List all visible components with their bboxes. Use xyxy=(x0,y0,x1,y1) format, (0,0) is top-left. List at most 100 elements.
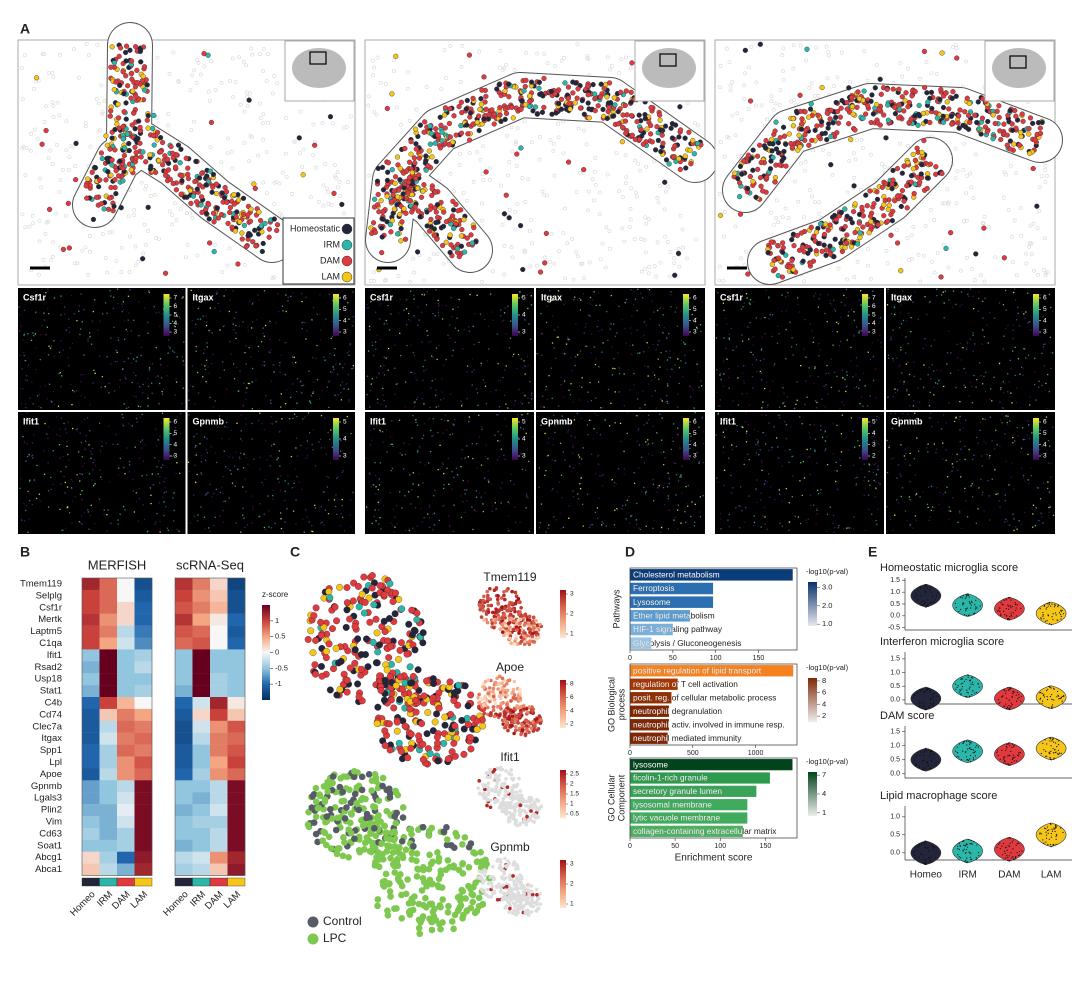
expression-speck xyxy=(19,487,21,490)
microglia-cell xyxy=(128,167,134,173)
expression-speck xyxy=(323,356,325,358)
expression-speck xyxy=(212,353,214,356)
microglia-cell xyxy=(274,227,280,234)
expression-speck xyxy=(252,321,254,323)
microglia-cell xyxy=(144,82,150,88)
expression-speck xyxy=(447,420,449,422)
expression-speck xyxy=(244,526,246,529)
microglia-cell xyxy=(121,145,128,151)
cell xyxy=(326,201,331,206)
microglia-cell xyxy=(878,91,884,97)
microglia-cell xyxy=(745,152,752,158)
expression-speck xyxy=(268,351,270,353)
expression-speck xyxy=(48,383,51,385)
microglia-cell xyxy=(113,191,119,197)
microglia-cell xyxy=(412,126,419,132)
expression-speck xyxy=(242,321,244,323)
expression-speck xyxy=(164,477,167,480)
expression-speck xyxy=(503,312,506,314)
cell xyxy=(331,121,335,125)
expression-speck xyxy=(309,432,311,434)
expression-speck xyxy=(159,325,161,327)
microglia-cell xyxy=(628,113,635,119)
microglia-cell xyxy=(922,84,928,91)
expression-speck xyxy=(514,400,516,402)
cell xyxy=(99,83,104,88)
expression-speck xyxy=(410,320,412,322)
expression-speck xyxy=(528,402,530,404)
expression-speck xyxy=(232,456,234,459)
cell xyxy=(233,80,238,85)
microglia-cell xyxy=(417,122,423,128)
microglia-cell xyxy=(839,248,845,255)
cell xyxy=(316,199,321,204)
expression-speck xyxy=(197,514,199,516)
expression-speck xyxy=(569,288,571,290)
microglia-cell xyxy=(530,108,536,114)
expression-speck xyxy=(135,396,137,398)
expression-speck xyxy=(106,312,108,314)
microglia-cell xyxy=(240,211,247,217)
microglia-cell xyxy=(193,158,199,164)
expression-speck xyxy=(147,394,149,396)
expression-speck xyxy=(235,451,237,454)
cell xyxy=(248,133,253,138)
expression-speck xyxy=(90,450,92,453)
expression-speck xyxy=(63,422,65,425)
microglia-cell xyxy=(676,156,682,162)
expression-speck xyxy=(467,480,469,482)
expression-speck xyxy=(128,460,131,463)
microglia-cell xyxy=(815,112,821,118)
expression-speck xyxy=(222,521,225,523)
microglia-cell xyxy=(691,151,697,157)
microglia-cell xyxy=(876,106,882,113)
microglia-cell xyxy=(737,211,744,217)
expression-speck xyxy=(236,422,238,425)
expression-speck xyxy=(200,506,202,508)
expression-speck xyxy=(90,457,92,459)
cell xyxy=(242,262,247,267)
expression-speck xyxy=(571,369,573,372)
expression-speck xyxy=(601,329,603,331)
microglia-cell xyxy=(517,223,524,229)
expression-speck xyxy=(327,513,330,515)
microglia-cell xyxy=(258,223,265,229)
cell xyxy=(245,104,250,109)
microglia-cell xyxy=(120,136,126,142)
expression-speck xyxy=(99,422,101,424)
microglia-cell xyxy=(940,119,947,125)
expression-speck xyxy=(333,354,336,356)
microglia-cell xyxy=(796,132,802,138)
expression-speck xyxy=(71,500,74,503)
expression-speck xyxy=(253,458,255,460)
microglia-cell xyxy=(618,89,624,95)
cell xyxy=(105,270,110,275)
microglia-cell xyxy=(214,205,220,211)
expression-speck xyxy=(662,332,665,334)
cell xyxy=(245,94,249,99)
expression-speck xyxy=(618,367,620,369)
expression-speck xyxy=(255,379,257,381)
microglia-cell xyxy=(881,213,887,219)
expression-speck xyxy=(283,499,286,502)
expression-speck xyxy=(228,455,230,458)
expression-speck xyxy=(26,443,28,445)
microglia-cell xyxy=(662,179,668,185)
expression-speck xyxy=(79,522,82,524)
expression-speck xyxy=(132,490,134,492)
cell xyxy=(272,74,277,78)
microglia-cell xyxy=(389,167,395,173)
microglia-cell xyxy=(175,142,182,148)
cell xyxy=(298,151,303,156)
microglia-cell xyxy=(441,209,447,215)
expression-speck xyxy=(285,310,287,313)
expression-speck xyxy=(199,442,201,445)
microglia-cell xyxy=(145,125,151,131)
expression-speck xyxy=(408,529,411,532)
expression-speck xyxy=(311,357,314,359)
microglia-cell xyxy=(833,99,839,106)
microglia-cell xyxy=(912,88,918,95)
microglia-cell xyxy=(498,118,504,125)
expression-speck xyxy=(270,380,273,382)
microglia-cell xyxy=(924,185,930,192)
